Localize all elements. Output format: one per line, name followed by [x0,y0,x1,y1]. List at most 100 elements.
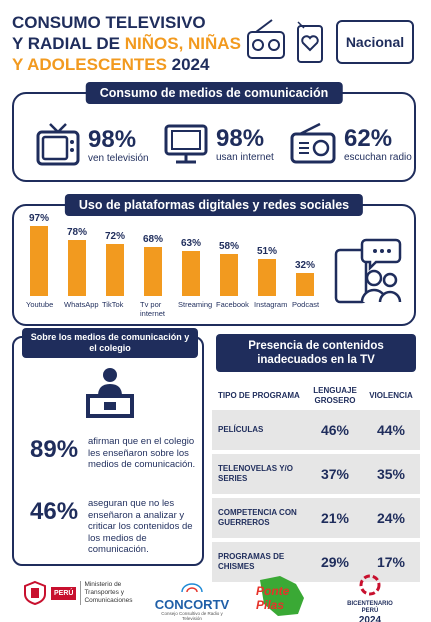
page-title: CONSUMO TELEVISIVO Y RADIAL DE NIÑOS, NI… [12,12,262,75]
school-stat-2: 46% aseguran que no les enseñaron a anal… [30,498,200,556]
row-violencia: 17% [376,554,406,570]
row-tipo: PROGRAMAS DE CHISMES [218,552,285,571]
bar-value-label: 63% [180,237,201,249]
bar-facebook [220,254,238,296]
bar-instagram [258,259,276,296]
signal-arcs-icon [181,583,203,593]
bicentenario-label: BICENTENARIO [347,601,393,607]
stat-radio-value: 62% [344,124,393,152]
bicentenario-peru: PERÚ [361,608,379,614]
row-tipo: PELÍCULAS [218,425,264,434]
row-tipo: COMPETENCIA CON GUERREROS [218,508,297,527]
stat-radio: 62% escuchan radio [290,122,412,166]
ponte-pilas-logo: Ponte Pilas [250,574,314,618]
stat-tv-value: 98% [88,125,137,153]
table-row: TELENOVELAS Y/O SERIES 37% 35% [212,454,420,494]
stat-internet-value: 98% [216,124,265,152]
row-violencia: 44% [376,422,406,438]
school-stat-2-value: 46% [30,498,79,525]
platforms-panel: Uso de plataformas digitales y redes soc… [12,194,416,326]
table-row: PROGRAMAS DE CHISMES 29% 17% [212,542,420,582]
media-consumption-panel: Consumo de medios de comunicación 98% ve… [12,82,416,182]
title-line-2b: NIÑOS, NIÑAS [124,34,241,53]
phone-chat-users-icon [334,238,402,304]
bar-value-label: 51% [256,246,277,258]
title-line-2a: Y RADIAL DE [12,34,125,53]
bar-category-label: WhatsApp [64,300,99,309]
bar-whatsapp [68,239,86,296]
stat-internet: 98% usan internet [164,122,274,166]
school-heading: Sobre los medios de comunicación y el co… [22,328,198,358]
row-grosero: 21% [320,510,350,526]
bar-value-label: 58% [218,241,239,253]
title-line-2: Y RADIAL DE NIÑOS, NIÑAS [12,33,262,54]
bar-category-label: Streaming [178,300,213,309]
stat-tv: 98% ven televisión [36,122,149,168]
row-violencia: 24% [376,510,406,526]
bar-category-label: Podcast [292,300,320,309]
bar-category-label: TikTok [102,300,124,309]
bar-category-label: Youtube [26,300,54,309]
media-consumption-heading: Consumo de medios de comunicación [85,82,343,104]
concortv-subtitle: Consejo Consultivo de Radio y Televisión [161,611,223,621]
retro-radio-icon [247,19,285,59]
row-violencia: 35% [376,466,406,482]
row-tipo: TELENOVELAS Y/O SERIES [218,464,293,483]
stat-internet-label: usan internet [216,151,274,163]
bar-category-label: Instagram [254,300,288,309]
school-stat-1-value: 89% [30,436,79,463]
row-grosero: 29% [320,554,350,570]
bar-value-label: 68% [142,234,163,246]
concortv-name: CONCORTV [154,597,230,612]
bar-value-label: 72% [104,231,125,243]
bicentenario-year: 2024 [358,615,382,622]
bar-value-label: 32% [294,259,315,271]
bar-tv-por-internet [144,247,162,296]
heart-phone-icon [297,21,323,63]
concortv-logo: CONCORTV Consejo Consultivo de Radio y T… [152,580,232,621]
row-grosero: 37% [320,466,350,482]
ministry-name: Ministerio de Transportes y Comunicacion… [80,581,150,605]
radio-icon [290,122,336,164]
title-line-3: Y ADOLESCENTES 2024 [12,54,262,75]
bar-value-label: 97% [28,213,49,225]
row-grosero: 46% [320,422,350,438]
school-stat-1: 89% afirman que en el colegio les enseña… [30,436,200,471]
school-stat-1-desc: afirman que en el colegio les enseñaron … [88,436,196,470]
title-line-3b: 2024 [166,55,210,74]
ministry-logo: PERÚ Ministerio de Transportes y Comunic… [22,580,150,606]
title-line-1: CONSUMO TELEVISIVO [12,13,206,32]
ponte-pilas-text: Ponte Pilas [256,584,290,612]
bar-category-label: Facebook [216,300,249,309]
scope-badge-label: Nacional [345,34,405,50]
peru-shield-icon [24,580,46,606]
column-header-grosero: LENGUAJE GROSERO [313,386,357,405]
stat-tv-label: ven televisión [88,152,149,164]
stat-radio-label: escuchan radio [344,151,412,163]
peru-map-icon [260,576,304,616]
platforms-heading: Uso de plataformas digitales y redes soc… [64,194,364,216]
bicentenario-logo: BICENTENARIO PERÚ 2024 [330,574,410,622]
table-row: COMPETENCIA CON GUERREROS 21% 24% [212,498,420,538]
column-header-tipo: TIPO DE PROGRAMA [218,391,300,400]
inappropriate-content-heading: Presencia de contenidos inadecuados en l… [216,334,416,372]
school-desk-icon [86,368,134,418]
bar-streaming [182,250,200,296]
scope-badge: Nacional [336,20,414,64]
bar-podcast [296,272,314,296]
title-line-3a: Y ADOLESCENTES [12,55,167,74]
school-stat-2-desc: aseguran que no les enseñaron a analizar… [88,498,193,555]
television-icon [36,123,80,166]
table-row: PELÍCULAS 46% 44% [212,410,420,450]
bar-value-label: 78% [66,226,87,238]
bar-category-label: Tv por internet [140,300,166,318]
peru-label: PERÚ [51,586,77,600]
bicentenario-swirl-icon [359,574,381,596]
column-header-violencia: VIOLENCIA [369,391,413,400]
monitor-icon [164,124,208,164]
bar-youtube [30,226,48,296]
platforms-bar-chart: 97% Youtube 78% WhatsApp 72% TikTok 68% Tv por i… [14,206,324,326]
table-header-row: TIPO DE PROGRAMA LENGUAJE GROSERO VIOLEN… [212,376,420,416]
bar-tiktok [106,244,124,296]
school-panel: Sobre los medios de comunicación y el co… [12,328,204,566]
